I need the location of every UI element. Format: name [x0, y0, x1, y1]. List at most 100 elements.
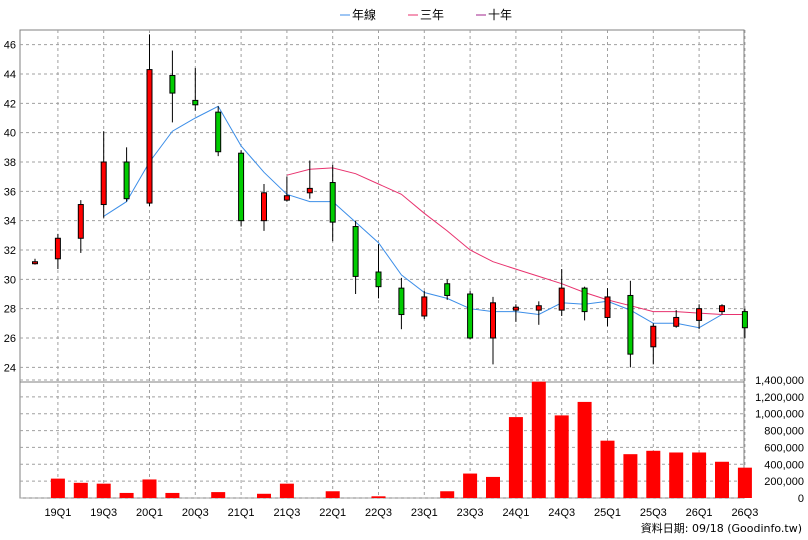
volume-bar: [623, 454, 638, 498]
price-tick-label: 26: [4, 333, 16, 345]
series-line-1: [286, 167, 745, 315]
candle-body: [238, 152, 245, 222]
candle-body: [490, 302, 496, 339]
volume-bars: [50, 381, 752, 498]
x-tick-label: 24Q3: [548, 507, 575, 519]
price-tick-label: 40: [4, 128, 16, 140]
x-tick-label: 25Q1: [594, 507, 621, 519]
candle-body: [604, 296, 611, 318]
volume-bar: [325, 491, 340, 498]
candle-body: [100, 161, 107, 206]
x-tick-label: 24Q1: [502, 507, 529, 519]
candle-body: [329, 182, 336, 223]
candle-body: [375, 271, 382, 288]
price-tick-label: 32: [4, 245, 16, 257]
volume-bar: [142, 479, 157, 498]
x-tick-label: 23Q1: [411, 507, 438, 519]
candle-body: [77, 204, 84, 239]
volume-bar: [669, 452, 684, 498]
candles: [32, 34, 748, 368]
volume-bar: [371, 496, 386, 498]
price-tick-label: 34: [4, 216, 16, 228]
grid-lines: [20, 30, 746, 499]
volume-tick-label: 1,200,000: [755, 392, 804, 404]
x-tick-label: 19Q3: [90, 507, 117, 519]
volume-bar: [73, 482, 88, 498]
candle-body: [398, 287, 405, 316]
volume-tick-label: 400,000: [764, 459, 804, 471]
volume-bar: [96, 483, 111, 498]
price-tick-label: 46: [4, 40, 16, 52]
candle-body: [306, 187, 313, 194]
candle-body: [444, 283, 451, 296]
price-axis-ticks: 24 26 28 30 32 34 36 38 40 42 44 46: [4, 40, 16, 375]
price-tick-label: 24: [4, 362, 16, 374]
volume-bar: [50, 478, 65, 498]
candle-body: [215, 111, 222, 153]
x-tick-label: 20Q1: [136, 507, 163, 519]
x-tick-label: 26Q1: [686, 507, 713, 519]
price-tick-label: 30: [4, 274, 16, 286]
candle-body: [719, 305, 725, 313]
price-tick-label: 44: [4, 69, 16, 81]
volume-bar: [646, 450, 661, 498]
price-tick-label: 28: [4, 304, 16, 316]
candle-body: [558, 287, 565, 311]
candle-body: [673, 316, 680, 327]
candle-body: [169, 74, 176, 94]
candle-body: [123, 161, 130, 200]
legend-label: 十年: [488, 8, 512, 22]
x-tick-label: 20Q3: [182, 507, 209, 519]
volume-bar: [715, 461, 729, 498]
volume-plot-area: [19, 381, 745, 499]
x-tick-label: 22Q1: [319, 507, 346, 519]
volume-bar: [577, 401, 592, 498]
price-plot-area: [19, 29, 745, 383]
candle-body: [696, 308, 703, 321]
candle-body: [192, 99, 199, 106]
volume-bar: [692, 452, 707, 498]
candle-body: [352, 226, 359, 277]
volume-bar: [531, 381, 546, 498]
volume-bar: [463, 473, 478, 498]
volume-bar: [257, 493, 271, 498]
volume-tick-label: 200,000: [764, 476, 804, 488]
volume-tick-label: 800,000: [764, 426, 804, 438]
x-tick-label: 25Q3: [640, 507, 667, 519]
legend: 年線 三年 十年: [340, 7, 512, 22]
data-date-note: 資料日期: 09/18 (Goodinfo.tw): [640, 522, 802, 535]
x-tick-label: 19Q1: [44, 507, 71, 519]
volume-bar: [119, 492, 134, 498]
volume-tick-label: 600,000: [764, 442, 804, 454]
candle-body: [581, 287, 588, 313]
x-tick-label: 22Q3: [365, 507, 392, 519]
legend-label: 三年: [420, 8, 444, 22]
candle-body: [54, 237, 61, 260]
price-tick-label: 38: [4, 157, 16, 169]
volume-tick-label: 0: [798, 493, 804, 505]
legend-label: 年線: [352, 7, 376, 22]
volume-bar: [440, 491, 455, 498]
volume-bar: [486, 476, 500, 498]
volume-bar: [737, 467, 752, 498]
volume-axis-ticks: 0 200,000 400,000 600,000 800,000 1,000,000 1,…: [755, 375, 804, 505]
volume-bar: [554, 415, 569, 498]
volume-bar: [211, 492, 226, 498]
x-tick-label: 26Q3: [731, 507, 758, 519]
candle-body: [650, 325, 657, 348]
x-axis-ticks: 19Q1 19Q3 20Q1 20Q3 21Q1 21Q3 22Q1 22Q3 23Q1 23Q3…: [44, 507, 758, 519]
price-tick-label: 36: [4, 186, 16, 198]
x-tick-label: 21Q1: [228, 507, 255, 519]
volume-bar: [508, 417, 523, 498]
volume-tick-label: 1,000,000: [755, 409, 804, 421]
candle-body: [741, 311, 748, 329]
price-tick-label: 42: [4, 98, 16, 110]
x-tick-label: 23Q3: [457, 507, 484, 519]
candle-body: [535, 305, 542, 311]
candle-body: [32, 261, 38, 265]
volume-tick-label: 1,400,000: [755, 375, 804, 387]
candle-body: [146, 69, 153, 204]
x-tick-label: 21Q3: [273, 507, 300, 519]
volume-bar: [165, 492, 180, 498]
candle-body: [512, 306, 519, 311]
